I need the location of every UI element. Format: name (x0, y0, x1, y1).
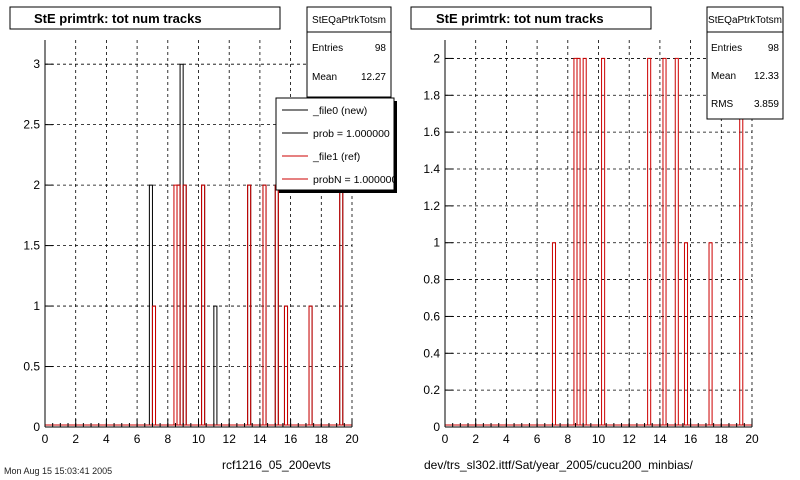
right-stats-box: StEQaPtrkTotsm Entries 98 Mean 12.33 RMS… (706, 6, 784, 120)
right-y-tick-label: 0.4 (423, 346, 440, 360)
left-x-tick-label: 10 (192, 432, 206, 446)
left-stats-name: StEQaPtrkTotsm (312, 15, 386, 26)
left-x-tick-label: 2 (72, 432, 79, 446)
left-y-tick-label: 1.5 (23, 239, 40, 253)
left-x-tick-label: 8 (164, 432, 171, 446)
right-y-tick-label: 0 (433, 420, 440, 434)
right-mean-value: 12.33 (754, 71, 779, 82)
left-bar-file1-ref (262, 184, 267, 425)
right-bar-file1-ref (708, 242, 713, 425)
left-x-tick-label: 0 (42, 432, 49, 446)
right-bar-file1-ref (674, 57, 679, 425)
left-entries-value: 98 (375, 43, 387, 54)
left-x-tick-label: 12 (223, 432, 237, 446)
legend-entry-file1: _file1 (ref) (312, 151, 360, 163)
left-bar-file1-ref (182, 184, 187, 425)
right-chart-title: StE primtrk: tot num tracks (436, 11, 604, 26)
left-bar-file1-ref (151, 305, 157, 425)
left-bar-file1-ref (283, 305, 289, 425)
left-x-tick-label: 18 (315, 432, 329, 446)
right-bar-file1-ref (551, 242, 557, 425)
right-y-tick-label: 1.6 (423, 125, 440, 139)
left-x-tick-label: 14 (253, 432, 267, 446)
right-bar-file1-ref (601, 57, 606, 425)
legend-entry-file0: _file0 (new) (312, 105, 367, 117)
right-x-tick-label: 10 (592, 432, 606, 446)
left-mean-label: Mean (312, 72, 337, 83)
left-stats-box: StEQaPtrkTotsm Entries 98 Mean 12.27 (306, 6, 392, 98)
left-bar-file1-ref (201, 184, 206, 425)
right-stats-name: StEQaPtrkTotsm (708, 15, 782, 26)
left-y-tick-label: 1 (33, 299, 40, 313)
right-bar-file1-ref (582, 57, 587, 425)
right-grid (445, 40, 753, 427)
right-x-tick-label: 18 (715, 432, 729, 446)
legend-entry-probn: probN = 1.000000 (313, 174, 398, 186)
right-x-tick-label: 16 (684, 432, 698, 446)
right-rms-label: RMS (711, 99, 734, 110)
right-mean-label: Mean (711, 71, 736, 82)
left-title-box (9, 6, 281, 30)
left-x-tick-label: 16 (284, 432, 298, 446)
right-x-tick-label: 20 (745, 432, 759, 446)
left-bar-file1-ref (274, 184, 279, 425)
left-y-tick-label: 3 (33, 57, 40, 71)
right-title-box (410, 6, 652, 30)
left-legend: _file0 (new) prob = 1.000000 _file1 (ref… (275, 97, 398, 193)
right-x-tick-label: 8 (564, 432, 571, 446)
right-x-tick-label: 14 (653, 432, 667, 446)
legend-entry-prob: prob = 1.000000 (313, 128, 390, 140)
left-ticks: 0 2 4 6 8 10 12 14 16 18 20 0 0.5 1 1.5 2 2.5 3 (23, 57, 359, 446)
timestamp: Mon Aug 15 15:03:41 2005 (4, 466, 112, 476)
right-histogram-pad: 0 2 4 6 8 10 12 14 16 18 20 0 0.2 0.4 0.6 0.8 1 1.2 1.4 1.6… (410, 6, 784, 472)
right-x-tick-label: 4 (503, 432, 510, 446)
left-bar-file1-ref (308, 305, 313, 425)
left-y-tick-label: 0.5 (23, 360, 40, 374)
left-bar-file1-ref (339, 184, 344, 425)
right-entries-label: Entries (711, 43, 742, 54)
right-bar-file1-ref (662, 57, 667, 425)
right-y-tick-label: 0.6 (423, 309, 440, 323)
right-y-tick-label: 1.4 (423, 162, 440, 176)
right-bar-file1-ref (576, 57, 581, 425)
right-y-tick-label: 1.8 (423, 88, 440, 102)
right-bars (445, 57, 752, 426)
right-y-tick-label: 2 (433, 51, 440, 65)
left-x-tick-label: 20 (345, 432, 359, 446)
right-x-tick-label: 12 (623, 432, 637, 446)
left-bar-file1-ref (247, 184, 252, 425)
left-y-tick-label: 0 (33, 420, 40, 434)
left-chart-title: StE primtrk: tot num tracks (34, 11, 202, 26)
left-x-tick-label: 4 (103, 432, 110, 446)
right-entries-value: 98 (768, 43, 780, 54)
right-x-tick-label: 2 (472, 432, 479, 446)
left-entries-label: Entries (312, 43, 343, 54)
left-bar-file0-new (148, 184, 153, 425)
left-grid (45, 40, 353, 427)
right-y-tick-label: 1 (433, 236, 440, 250)
right-footer-label: dev/trs_sl302.ittf/Sat/year_2005/cucu200… (424, 458, 693, 472)
right-x-tick-label: 0 (442, 432, 449, 446)
right-rms-value: 3.859 (754, 99, 779, 110)
right-y-tick-label: 0.8 (423, 273, 440, 287)
left-y-tick-label: 2 (33, 178, 40, 192)
left-footer-label: rcf1216_05_200evts (222, 458, 331, 472)
right-x-tick-label: 6 (534, 432, 541, 446)
right-bar-file1-ref (647, 57, 652, 425)
right-bar-file1-ref (683, 242, 689, 425)
left-x-tick-label: 6 (134, 432, 141, 446)
right-y-tick-label: 0.2 (423, 383, 440, 397)
left-mean-value: 12.27 (361, 72, 386, 83)
left-y-tick-label: 2.5 (23, 118, 40, 132)
left-bar-file1-ref (176, 184, 181, 425)
right-ticks: 0 2 4 6 8 10 12 14 16 18 20 0 0.2 0.4 0.6 0.8 1 1.2 1.4 1.6… (423, 51, 759, 446)
left-histogram-pad: 0 2 4 6 8 10 12 14 16 18 20 0 0.5 1 1.5 2 2.5 3 StE primt… (9, 6, 398, 472)
left-bar-file0-new (213, 305, 218, 425)
right-y-tick-label: 1.2 (423, 199, 440, 213)
